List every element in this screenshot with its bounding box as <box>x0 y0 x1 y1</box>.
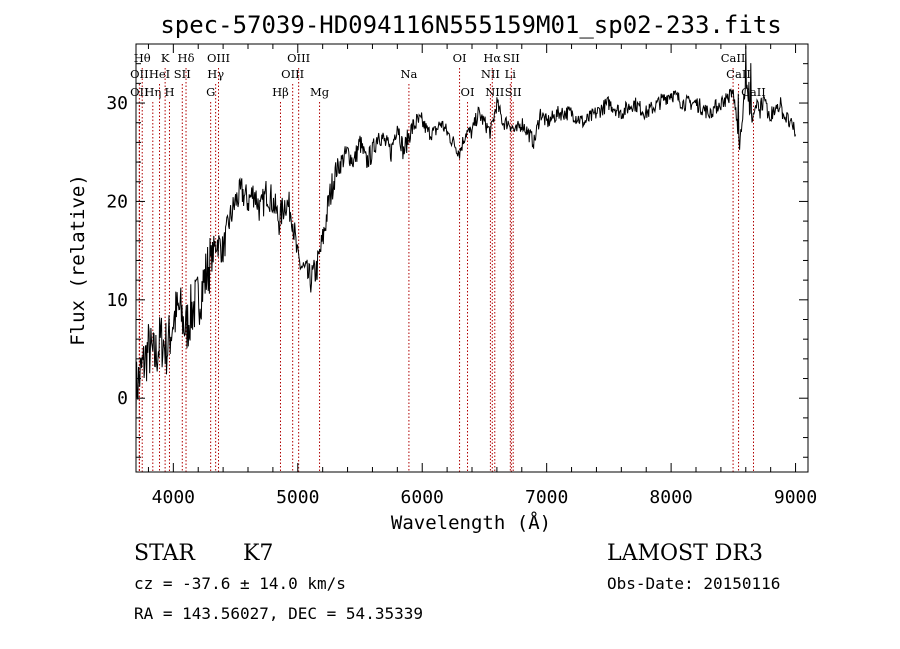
line-label: H <box>164 85 174 99</box>
redshift-cz: cz = -37.6 ± 14.0 km/s <box>134 574 346 593</box>
x-tick-label: 4000 <box>152 487 195 508</box>
line-label: NII <box>481 67 500 81</box>
line-label: OIII <box>287 51 310 65</box>
line-label: Na <box>400 67 417 81</box>
y-tick-label: 0 <box>117 388 128 409</box>
line-label: SII <box>505 85 522 99</box>
line-label: HeI <box>149 67 170 81</box>
spectrum-line <box>135 45 797 418</box>
x-axis-ticks: 4000 5000 6000 7000 8000 9000 <box>147 44 817 508</box>
line-label: G <box>206 85 215 99</box>
line-label: Hδ <box>178 51 195 65</box>
ra-dec: RA = 143.56027, DEC = 54.35339 <box>134 604 423 623</box>
y-axis-label: Flux (relative) <box>67 174 89 346</box>
line-label: Li <box>505 67 517 81</box>
x-tick-label: 5000 <box>276 487 319 508</box>
spectral-line-markers: HθOIIOIIHηHeIKHSIIHδGHγOIIIHβOIIIOIIIMgN… <box>130 51 766 472</box>
survey-name: LAMOST DR3 <box>607 541 763 566</box>
x-axis-label: Wavelength (Å) <box>391 511 551 534</box>
object-subclass: K7 <box>243 541 273 566</box>
chart-title: spec-57039-HD094116N555159M01_sp02-233.f… <box>160 11 781 39</box>
line-label: Hγ <box>207 67 224 81</box>
line-label: Hα <box>483 51 501 65</box>
spectrum-series <box>135 45 797 418</box>
object-class: STAR <box>134 541 196 566</box>
line-label: OI <box>453 51 467 65</box>
y-axis-ticks: 0 10 20 30 <box>106 43 808 458</box>
line-label: NII <box>485 85 504 99</box>
observation-date: Obs-Date: 20150116 <box>607 574 780 593</box>
line-label: OII <box>130 67 149 81</box>
line-label: Hβ <box>272 85 289 99</box>
line-label: CaII <box>726 67 751 81</box>
line-label: K <box>161 51 170 65</box>
x-tick-label: 6000 <box>401 487 444 508</box>
y-tick-label: 20 <box>106 191 128 212</box>
line-label: SII <box>174 67 191 81</box>
line-label: OI <box>461 85 475 99</box>
y-tick-label: 10 <box>106 290 128 311</box>
line-label: OIII <box>281 67 304 81</box>
line-label: Hθ <box>134 51 151 65</box>
x-tick-label: 8000 <box>649 487 692 508</box>
line-label: OIII <box>207 51 230 65</box>
x-tick-label: 9000 <box>774 487 817 508</box>
line-label: CaII <box>721 51 746 65</box>
y-tick-label: 30 <box>106 93 128 114</box>
line-label: Mg <box>310 85 330 99</box>
line-label: OII <box>130 85 149 99</box>
x-tick-label: 7000 <box>525 487 568 508</box>
line-label: SII <box>503 51 520 65</box>
line-label: Hη <box>144 85 161 99</box>
